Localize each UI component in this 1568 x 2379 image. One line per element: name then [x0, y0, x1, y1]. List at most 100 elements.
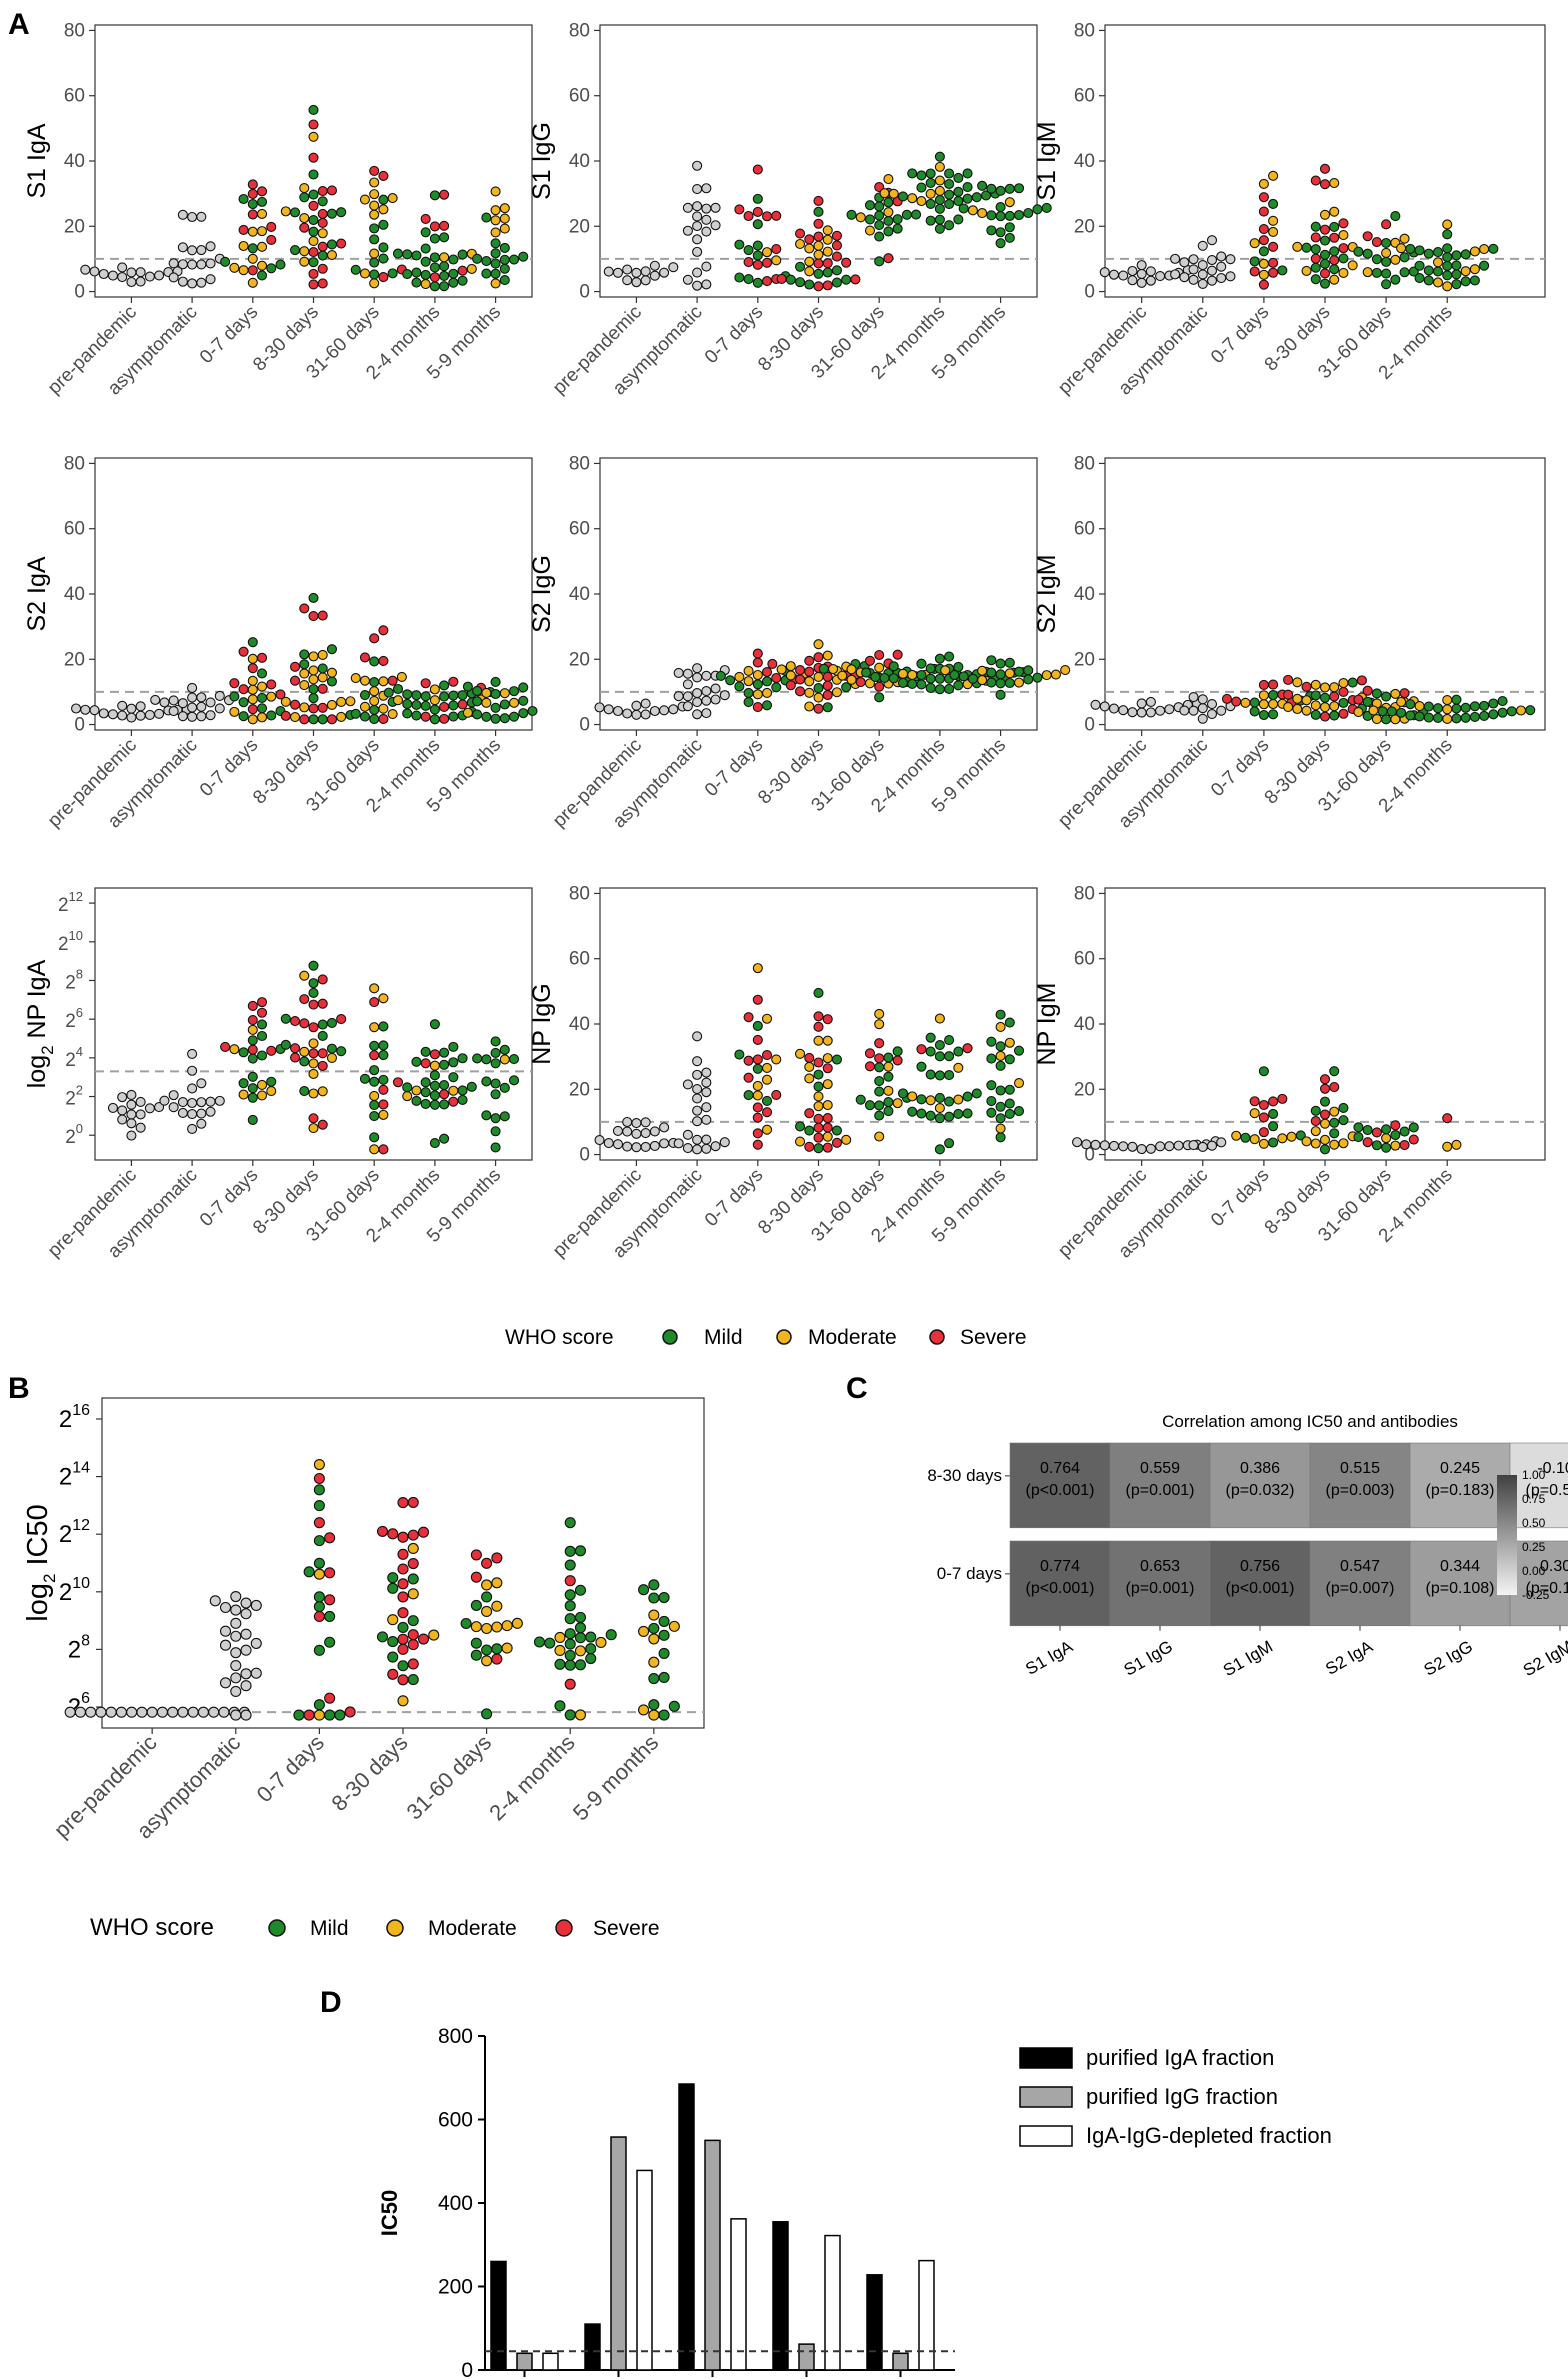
data-point	[631, 700, 642, 711]
data-point	[1072, 1137, 1083, 1148]
data-point	[420, 256, 431, 267]
y-tick-exp: 8	[81, 1632, 90, 1649]
data-point	[692, 160, 703, 171]
data-point	[1268, 1108, 1279, 1120]
colorbar-tick-label: 0.50	[1522, 1516, 1546, 1530]
data-point	[1155, 1141, 1166, 1152]
data-point	[1460, 249, 1471, 260]
heatmap-title: Correlation among IC50 and antibodies	[1162, 1412, 1458, 1431]
data-point	[837, 670, 848, 681]
data-point	[564, 1628, 576, 1640]
data-point	[448, 700, 459, 711]
data-point	[883, 1061, 894, 1072]
y-tick-label: 40	[64, 151, 85, 172]
data-point	[448, 268, 459, 279]
data-point	[631, 267, 642, 278]
data-point	[308, 257, 319, 268]
data-point	[247, 226, 258, 237]
data-point	[1310, 1116, 1321, 1127]
data-point	[995, 669, 1006, 680]
data-point	[1145, 696, 1156, 707]
data-point	[247, 253, 258, 264]
data-point	[407, 1557, 419, 1570]
data-point	[631, 1117, 642, 1129]
data-point	[1319, 179, 1331, 190]
data-point	[1283, 702, 1294, 713]
data-point	[1164, 704, 1175, 715]
data-point	[761, 1124, 773, 1135]
data-point	[499, 1044, 510, 1055]
data-point	[324, 1532, 336, 1544]
data-point	[491, 1577, 503, 1589]
y-tick-label: 0	[1084, 282, 1095, 303]
data-point	[299, 212, 310, 224]
data-point	[1329, 1106, 1340, 1117]
data-point	[508, 254, 520, 265]
data-point	[874, 1053, 885, 1064]
data-point	[336, 1013, 347, 1025]
data-point	[378, 253, 389, 264]
data-point	[934, 1092, 945, 1104]
y-tick-label: 40	[1074, 584, 1095, 605]
data-point	[971, 1088, 982, 1099]
data-point	[308, 152, 319, 163]
data-point	[861, 667, 872, 678]
data-point	[299, 702, 310, 713]
data-point	[369, 677, 380, 688]
data-point	[785, 661, 796, 672]
data-point	[481, 1655, 493, 1667]
data-point	[897, 677, 909, 688]
data-point	[907, 193, 918, 204]
data-point	[411, 1085, 422, 1096]
data-point	[177, 209, 188, 220]
data-point	[238, 1047, 249, 1058]
data-point	[1381, 279, 1392, 290]
data-point	[761, 257, 773, 268]
data-point	[668, 262, 679, 273]
data-point	[411, 267, 422, 278]
data-point	[1249, 238, 1260, 249]
data-point	[317, 1030, 328, 1042]
data-point	[564, 1517, 576, 1529]
legend-label: purified IgG fraction	[1086, 2084, 1278, 2109]
data-point	[1329, 206, 1340, 217]
data-point	[1301, 705, 1312, 716]
data-point	[1497, 696, 1508, 707]
data-point	[247, 653, 258, 664]
data-point	[481, 1591, 493, 1603]
data-point	[659, 1138, 670, 1149]
data-point	[883, 1085, 894, 1096]
data-point	[944, 168, 955, 179]
data-point	[1118, 270, 1129, 281]
data-point	[603, 266, 614, 277]
data-point	[1399, 233, 1410, 244]
colorbar	[1497, 1475, 1517, 1595]
data-point	[407, 1529, 419, 1541]
data-point	[658, 1591, 670, 1604]
data-point	[564, 1559, 576, 1571]
data-point	[247, 637, 258, 648]
data-point	[411, 277, 422, 288]
data-point	[336, 696, 347, 708]
data-point	[289, 661, 301, 672]
data-point	[1188, 1139, 1199, 1151]
data-point	[649, 1140, 660, 1151]
data-point	[658, 1629, 670, 1641]
data-point	[1197, 278, 1208, 289]
data-point	[378, 1099, 389, 1110]
heatmap-cell	[1109, 1442, 1211, 1529]
y-tick-label: 20	[1074, 649, 1095, 670]
data-point	[1013, 1106, 1025, 1117]
y-tick-label: 0	[74, 715, 85, 736]
data-point	[1460, 702, 1471, 713]
data-point	[1216, 705, 1227, 716]
legend-a-moderate-marker	[776, 1329, 792, 1345]
data-point	[1277, 265, 1288, 276]
data-point	[1310, 244, 1321, 255]
y-tick-exp: 16	[72, 1402, 90, 1419]
data-point	[752, 277, 763, 288]
data-point	[256, 1019, 268, 1030]
data-point	[196, 692, 207, 703]
data-point	[439, 701, 450, 713]
data-point	[420, 1077, 431, 1088]
